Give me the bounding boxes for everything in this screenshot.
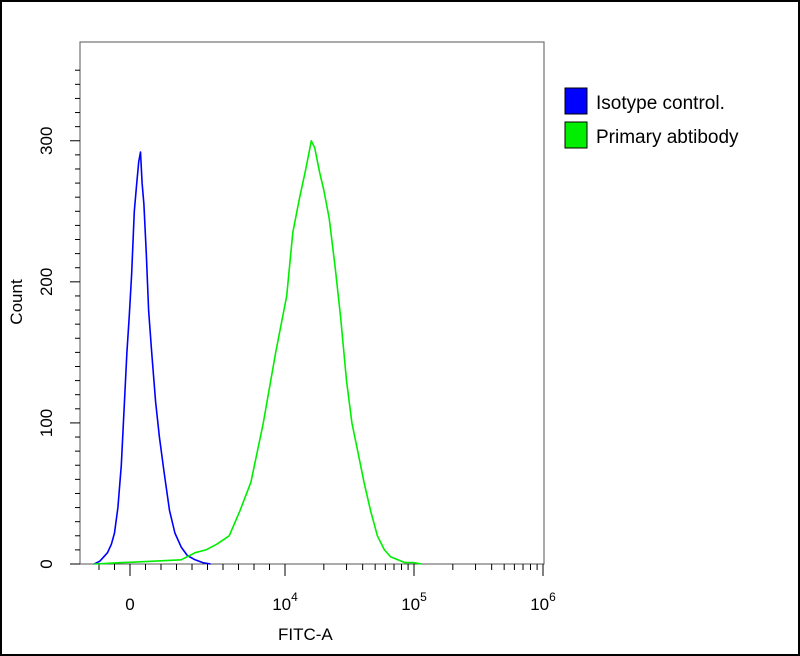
y-tick-label: 200 <box>37 268 56 296</box>
y-axis: 0 100 200 300 <box>37 69 80 569</box>
plot-area <box>79 41 545 565</box>
legend: Isotype control. Primary abtibody <box>564 87 739 149</box>
x-axis-title: FITC-A <box>278 625 333 644</box>
legend-swatch-primary-antibody <box>564 121 588 149</box>
legend-label-primary-antibody: Primary abtibody <box>596 127 739 148</box>
y-tick-label: 100 <box>37 409 56 437</box>
series-line-primary-antibody <box>94 140 422 565</box>
y-axis-title: Count <box>7 279 26 325</box>
series-line-isotype-control <box>93 151 211 565</box>
x-tick-label: 106 <box>530 590 556 614</box>
y-tick-label: 300 <box>37 127 56 155</box>
x-tick-label: 105 <box>401 590 427 614</box>
x-tick-label: 104 <box>272 590 298 614</box>
x-tick-label: 0 <box>125 595 134 614</box>
legend-swatch-isotype-control <box>564 87 588 115</box>
x-axis: 0 104 105 106 <box>98 564 556 614</box>
y-tick-label: 0 <box>37 559 56 568</box>
legend-label-isotype-control: Isotype control. <box>596 93 725 114</box>
